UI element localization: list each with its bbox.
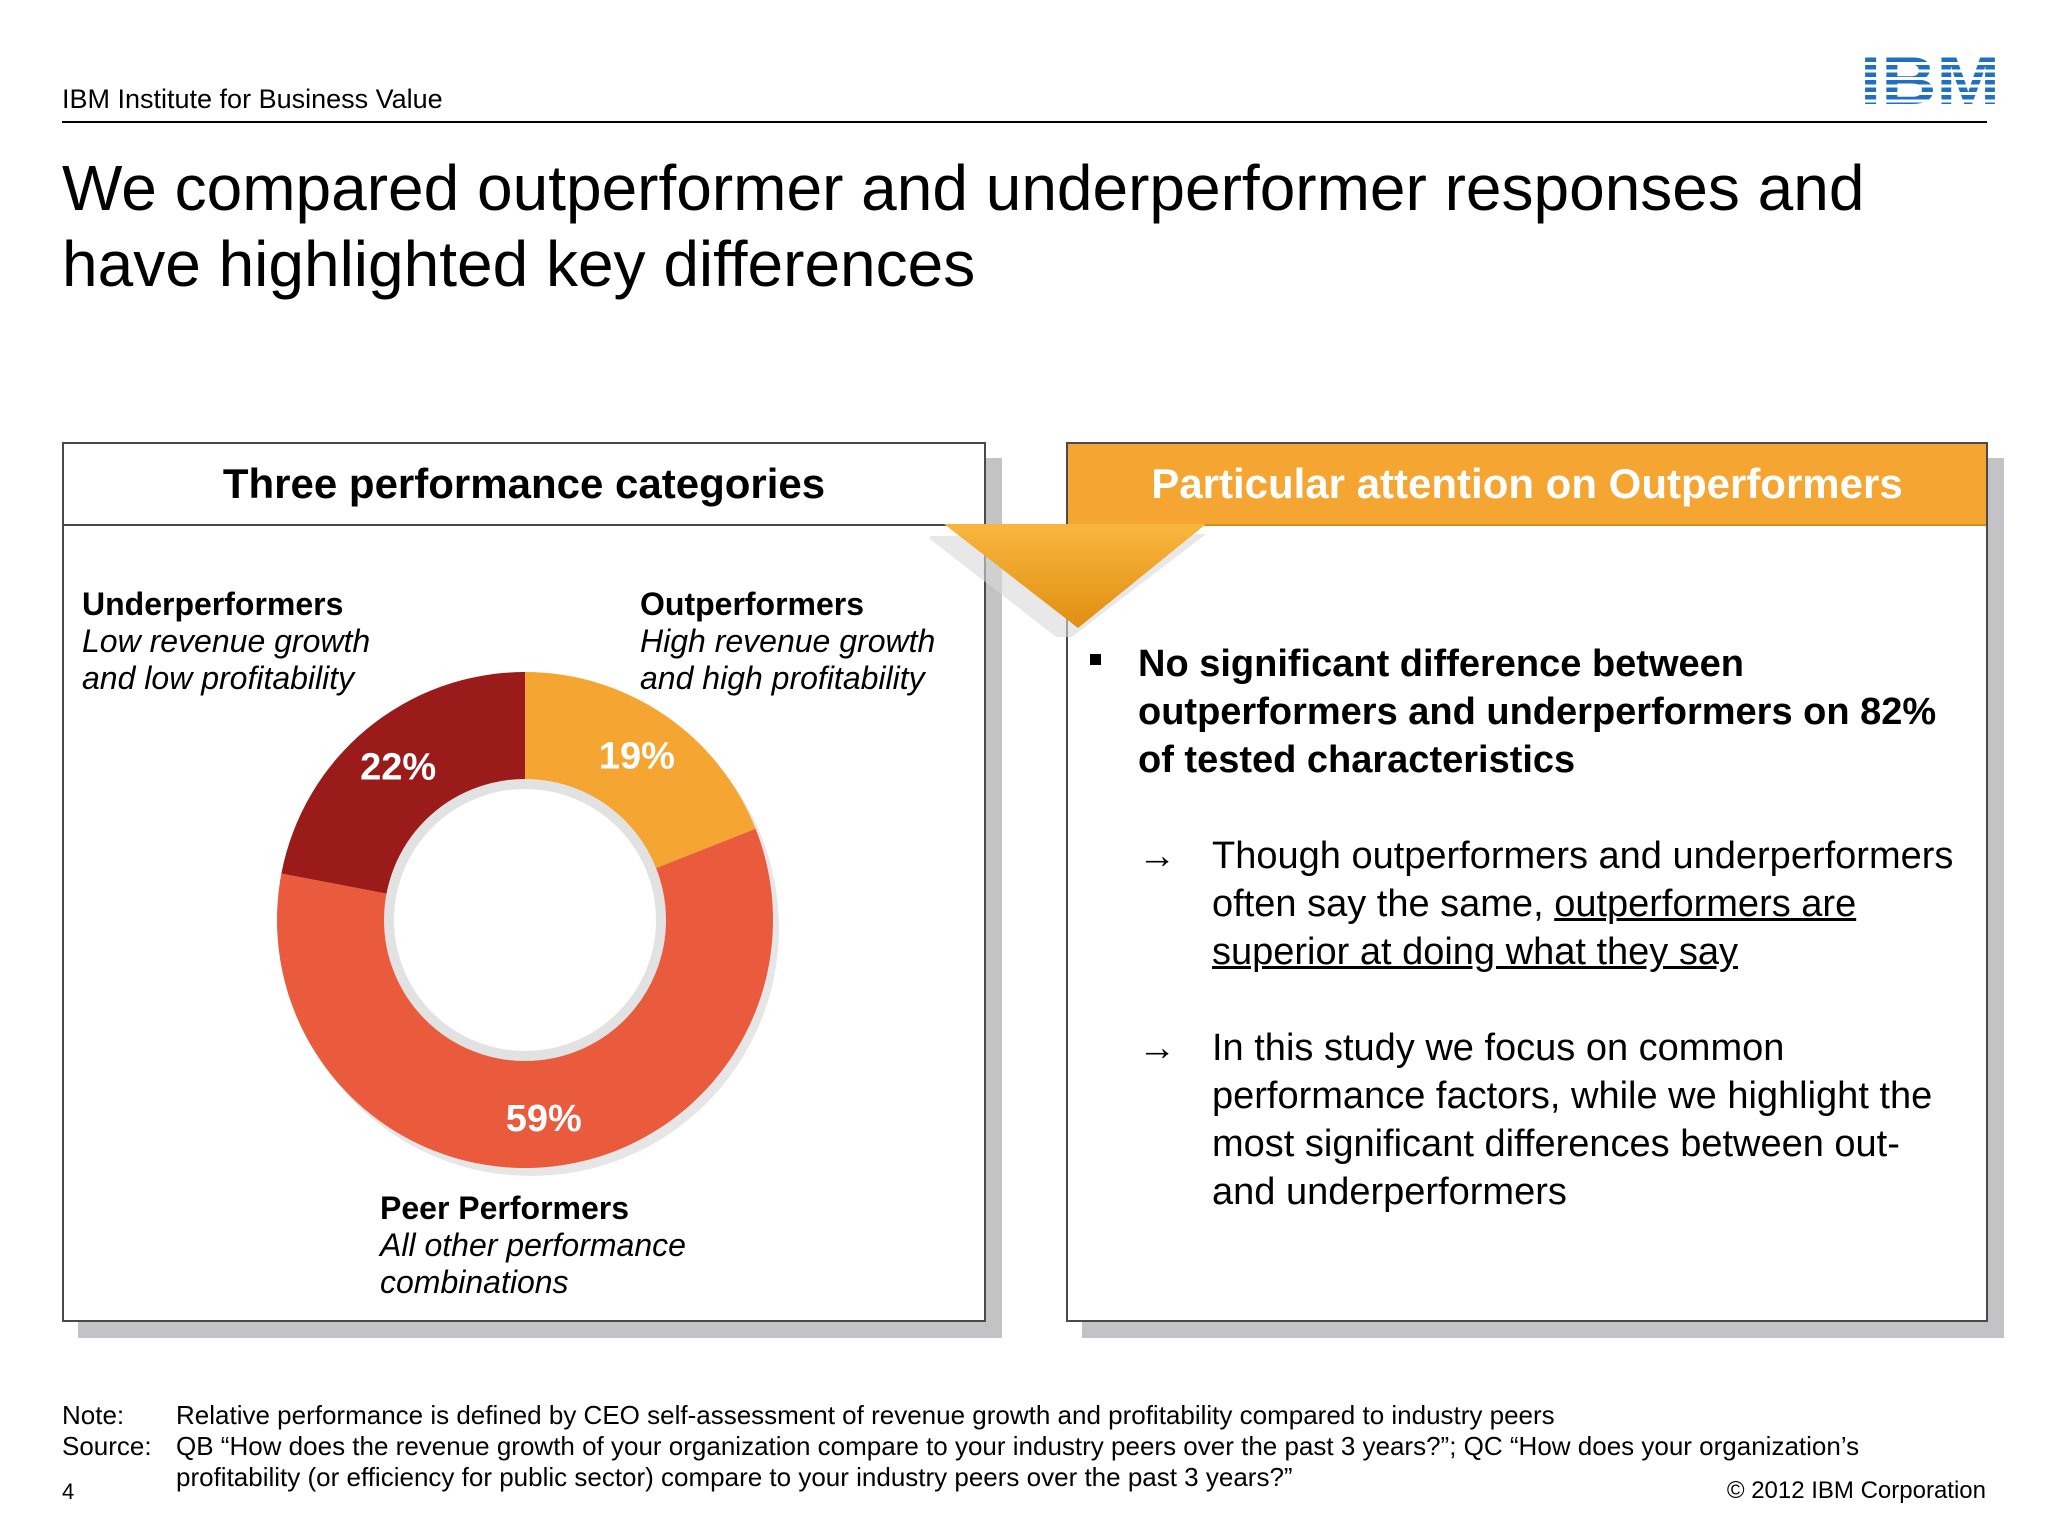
right-arrow-icon: → [1138,835,1176,877]
findings-list: No significant difference between outper… [1090,640,1970,1216]
category-name: Outperformers [640,586,865,622]
finding-text: No significant difference between outper… [1138,643,1937,781]
right-panel: Particular attention on Outperformers [1066,442,1988,1322]
category-desc: High revenue growth and high profitabili… [640,623,936,696]
performance-donut-chart: 19% 59% 22% [276,672,779,1176]
source-text: QB “How does the revenue growth of your … [176,1431,1860,1492]
square-bullet-icon [1090,654,1101,665]
donut-hole [384,779,666,1061]
page-number: 4 [62,1479,75,1504]
category-underperformers: Underperformers Low revenue growth and l… [82,586,402,697]
right-panel-heading: Particular attention on Outperformers [1068,444,1986,526]
category-peer-performers: Peer Performers All other performance co… [380,1190,780,1301]
down-arrow-icon [930,524,1206,637]
footnote: Note: Relative performance is defined by… [62,1400,1936,1493]
ibm-logo-text: IBM [1860,50,2000,108]
category-name: Underperformers [82,586,344,622]
category-desc: Low revenue growth and low profitability [82,623,371,696]
note-label: Note: [62,1400,125,1430]
sub-point-text: Though outperformers and underperformers… [1212,835,1954,925]
right-arrow-icon: → [1138,1027,1176,1069]
note-text: Relative performance is defined by CEO s… [176,1400,1555,1430]
sub-point-text: In this study we focus on common perform… [1212,1027,1933,1213]
org-name: IBM Institute for Business Value [62,84,443,114]
donut-label-outperformers: 19% [599,735,675,777]
sub-point-emphasis: outperformers are superior at doing what… [1212,883,1857,973]
donut-slice-underperformers [281,672,525,895]
page-title: We compared outperformer and underperfor… [62,152,1865,300]
sub-point-1: → Though outperformers and underperforme… [1090,832,1970,976]
category-name: Peer Performers [380,1190,630,1226]
donut-slice-peer-performers [276,828,773,1168]
ibm-logo: IBM [1860,50,2000,108]
finding-bullet: No significant difference between outper… [1090,640,1970,784]
donut-slice-outperformers [525,672,756,870]
category-desc: All other performance combinations [380,1227,686,1300]
category-outperformers: Outperformers High revenue growth and hi… [640,586,980,697]
left-panel-heading: Three performance categories [64,444,984,526]
donut-label-underperformers: 22% [360,747,436,789]
donut-label-peer-performers: 59% [506,1098,582,1140]
copyright: © 2012 IBM Corporation [1726,1477,1986,1504]
sub-point-2: → In this study we focus on common perfo… [1090,1024,1970,1216]
header-rule [62,121,1987,123]
source-label: Source: [62,1431,152,1461]
